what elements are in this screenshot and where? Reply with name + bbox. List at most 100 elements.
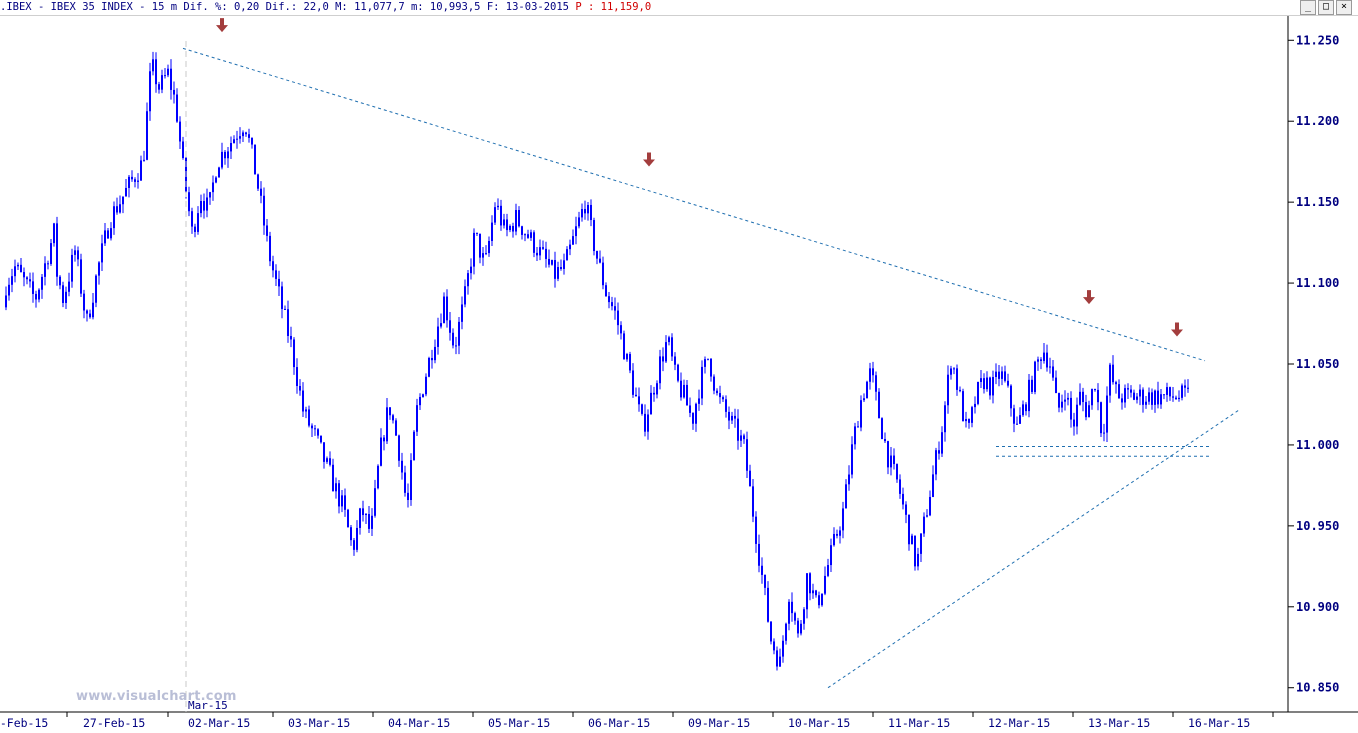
candle-body [695,403,697,424]
watermark: www.visualchart.com [76,689,237,704]
candle-body [503,219,505,226]
candle-body [1124,388,1126,403]
candle-body [383,437,385,442]
candle-body [770,621,772,642]
candle-body [92,302,94,318]
candle-body [1157,390,1159,405]
candle-body [920,533,922,554]
candle-body [683,384,685,398]
candle-body [728,411,730,421]
candle-body [719,393,721,398]
candle-body [356,527,358,550]
candle-body [89,313,91,318]
candle-body [188,192,190,212]
candle-body [407,492,409,500]
candle-body [779,656,781,667]
candle-body [332,464,334,492]
candle-body [359,508,361,528]
candle-body [788,601,790,624]
candle-body [1178,397,1180,400]
candle-body [845,484,847,509]
y-tick-label: 10.900 [1296,600,1339,614]
candle-body [263,195,265,226]
candle-body [191,211,193,227]
candle-body [1082,391,1084,403]
candle-body [218,167,220,178]
candle-body [1142,389,1144,405]
candle-body [26,277,28,280]
candle-body [110,228,112,239]
close-button[interactable]: × [1336,0,1352,15]
candle-body [923,516,925,534]
candle-body [272,261,274,271]
last-price-text: P : 11,159,0 [575,1,652,13]
candle-body [560,267,562,269]
candle-body [1010,385,1012,409]
price-chart[interactable]: 11.250 11.200 11.150 11.100 11.050 11.000 10.9… [0,16,1358,733]
candle-body [569,244,571,250]
candle-body [713,376,715,391]
candle-body [806,573,808,610]
candle-body [170,68,172,90]
candle-body [206,197,208,211]
candle-body [653,392,655,395]
candle-body [734,415,736,419]
cursor-label: Mar-15 [188,699,228,712]
candle-body [548,258,550,265]
candle-body [437,326,439,347]
candle-body [605,285,607,297]
candle-body [104,230,106,244]
candle-body [1034,361,1036,392]
candle-body [299,385,301,391]
candle-body [1175,397,1177,400]
candle-body [1055,377,1057,394]
x-tick-label: 16-Mar-15 [1188,716,1250,730]
restore-button[interactable]: □ [1318,0,1334,15]
candle-body [692,412,694,424]
candle-body [881,418,883,440]
candle-body [119,204,121,213]
minimize-button[interactable]: _ [1300,0,1316,15]
candle-body [608,296,610,303]
candle-body [536,252,538,256]
descending-resistance-line [182,47,1206,362]
candle-body [1004,371,1006,381]
candle-body [566,249,568,261]
candle-body [95,275,97,303]
candle-body [1160,394,1162,405]
candle-body [194,226,196,232]
candle-body [899,479,901,494]
candle-body [1139,389,1141,397]
candle-body [62,285,64,303]
candle-body [1184,385,1186,388]
candle-body [611,302,613,307]
candle-body [950,368,952,375]
sell-arrow-icon [1171,322,1183,337]
candle-body [179,121,181,142]
candle-body [887,441,889,468]
candle-body [1151,392,1153,405]
candle-body [425,376,427,395]
candle-body [146,111,148,160]
instrument-name: IBEX 35 INDEX [50,1,133,13]
candle-body [722,397,724,400]
candle-body [698,398,700,404]
candle-body [365,514,367,516]
candle-body [917,553,919,567]
candle-body [434,346,436,361]
candle-body [1085,402,1087,418]
candle-body [1145,401,1147,405]
candle-body [317,429,319,436]
candle-body [320,435,322,443]
x-tick-label: 03-Mar-15 [288,716,350,730]
candle-body [200,201,202,214]
candle-body [338,483,340,507]
candle-body [512,225,514,232]
candle-body [590,204,592,221]
candle-body [707,358,709,360]
candle-body [101,243,103,263]
candle-body [629,354,631,371]
candle-body [488,240,490,254]
candle-body [422,394,424,397]
candle-body [1163,394,1165,396]
